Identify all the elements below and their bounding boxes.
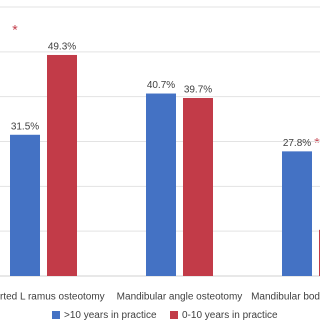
bar [282, 151, 312, 276]
legend-swatch [52, 311, 60, 319]
annotation: * [314, 135, 320, 151]
x-tick-label: Mandibular bod [251, 292, 320, 303]
bar [10, 134, 40, 276]
legend-swatch [170, 311, 178, 319]
data-label: 39.7% [184, 85, 212, 96]
bar [183, 98, 213, 277]
data-label: 40.7% [147, 80, 175, 91]
x-tick-label: rted L ramus osteotomy [0, 292, 105, 303]
data-label: 49.3% [48, 42, 76, 53]
data-label: 27.8% [283, 138, 311, 149]
legend-label: 0-10 years in practice [182, 310, 278, 320]
bar [47, 54, 77, 277]
data-label: 31.5% [11, 121, 39, 132]
x-tick-label: Mandibular angle osteotomy [117, 292, 243, 303]
bar [146, 93, 176, 276]
legend-label: >10 years in practice [64, 310, 157, 320]
annotation: * [12, 22, 18, 38]
